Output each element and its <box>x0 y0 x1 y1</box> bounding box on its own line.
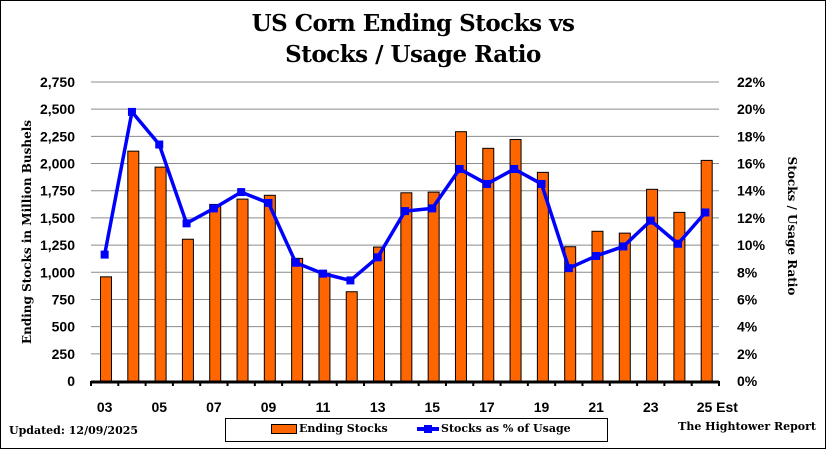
bar <box>100 276 112 382</box>
y2-tick-label: 8% <box>737 264 758 280</box>
axes <box>90 380 720 386</box>
y-tick-label: 1,000 <box>40 264 75 280</box>
line-marker <box>182 219 191 228</box>
line-marker <box>482 179 491 188</box>
y2-tick-label: 4% <box>737 319 758 335</box>
x-tick-label: 21 <box>588 399 604 415</box>
bar <box>263 194 276 382</box>
y2-tick-label: 14% <box>737 183 766 199</box>
y2-tick-label: 10% <box>737 237 766 253</box>
line-marker <box>510 164 519 173</box>
x-tick-label: 07 <box>206 399 222 415</box>
chart-title-line-1: US Corn Ending Stocks vs <box>251 10 575 37</box>
line-marker <box>100 250 109 259</box>
y-tick-label: 1,250 <box>40 237 75 253</box>
y-tick-label: 2,500 <box>40 101 75 117</box>
y-axis-left-ticks: 0 250 500 750 1,000 1,250 1,500 1,750 2,000 2,250… <box>40 74 75 389</box>
bar <box>181 238 194 382</box>
x-tick-label: 11 <box>316 399 331 415</box>
source-credit: The Hightower Report <box>678 420 816 433</box>
y-tick-label: 2,250 <box>40 128 75 144</box>
x-tick-label: 15 <box>425 399 441 415</box>
x-tick-label: 25 Est <box>697 399 739 415</box>
x-tick-label: 23 <box>643 399 659 415</box>
y2-tick-label: 22% <box>737 74 766 90</box>
bar-series-ending-stocks <box>100 131 713 382</box>
line-marker <box>428 204 437 213</box>
line-marker <box>346 276 355 285</box>
x-tick-label: 03 <box>97 399 113 415</box>
legend: Ending Stocks Stocks as % of Usage <box>225 418 608 442</box>
bar <box>127 150 140 382</box>
line-marker <box>291 258 300 267</box>
legend-swatch-line <box>417 424 439 433</box>
line-marker <box>155 140 164 149</box>
line-marker <box>537 179 546 188</box>
line-series-stocks-usage <box>100 107 710 285</box>
bar <box>618 232 631 382</box>
line-marker <box>564 264 573 273</box>
legend-item-ending-stocks: Ending Stocks <box>271 422 388 435</box>
y-axis-right-ticks: 0% 2% 4% 6% 8% 10% 12% 14% 16% 18% 20% 22% <box>737 74 766 389</box>
y2-tick-label: 18% <box>737 128 766 144</box>
line-marker <box>701 208 710 217</box>
y2-tick-label: 20% <box>737 101 766 117</box>
y-tick-label: 1,500 <box>40 210 75 226</box>
line-marker <box>373 253 382 262</box>
bar <box>373 246 386 382</box>
x-tick-label: 09 <box>261 399 277 415</box>
bar <box>209 203 222 382</box>
y-tick-label: 1,750 <box>40 183 75 199</box>
y-axis-right-title: Stocks / Usage Ratio <box>785 157 799 296</box>
line-marker <box>674 239 683 248</box>
y-tick-label: 0 <box>67 373 75 389</box>
updated-date: Updated: 12/09/2025 <box>9 424 139 437</box>
line-marker <box>646 216 655 225</box>
line-marker <box>592 251 601 260</box>
line-marker <box>237 188 246 197</box>
y-tick-label: 250 <box>52 346 76 362</box>
legend-label-ending-stocks: Ending Stocks <box>299 422 388 435</box>
bar <box>700 159 713 382</box>
chart-title-line-2: Stocks / Usage Ratio <box>285 41 541 68</box>
y2-tick-label: 0% <box>737 373 758 389</box>
line-marker <box>264 198 273 207</box>
x-axis-ticks: 03 05 07 09 11 13 15 17 19 21 23 25 Est <box>97 399 738 415</box>
bar <box>291 257 304 382</box>
y2-tick-label: 6% <box>737 291 758 307</box>
bar <box>236 198 249 382</box>
x-tick-label: 17 <box>479 399 495 415</box>
x-tick-label: 19 <box>534 399 550 415</box>
legend-swatch-bar <box>271 423 297 434</box>
line-marker <box>619 242 628 251</box>
line-marker <box>209 204 218 213</box>
legend-label-stocks-usage: Stocks as % of Usage <box>441 422 571 435</box>
y-tick-label: 500 <box>52 319 76 335</box>
y-tick-label: 2,750 <box>40 74 75 90</box>
bar <box>427 191 440 382</box>
line-marker <box>401 207 409 216</box>
x-tick-label: 13 <box>370 399 386 415</box>
bar <box>345 291 358 382</box>
bar <box>400 192 413 382</box>
y-tick-label: 2,000 <box>40 156 75 172</box>
y2-tick-label: 12% <box>737 210 766 226</box>
y-tick-label: 750 <box>52 291 76 307</box>
bar <box>154 166 167 382</box>
x-tick-label: 05 <box>151 399 167 415</box>
line-marker <box>319 269 328 278</box>
y-axis-left-title: Ending Stocks in Million Bushels <box>20 120 34 344</box>
y2-tick-label: 2% <box>737 346 758 362</box>
line-marker <box>455 164 464 173</box>
legend-item-stocks-usage: Stocks as % of Usage <box>417 422 571 435</box>
y2-tick-label: 16% <box>737 156 766 172</box>
line-marker <box>127 107 136 116</box>
bar <box>318 272 331 382</box>
bar <box>509 139 522 382</box>
